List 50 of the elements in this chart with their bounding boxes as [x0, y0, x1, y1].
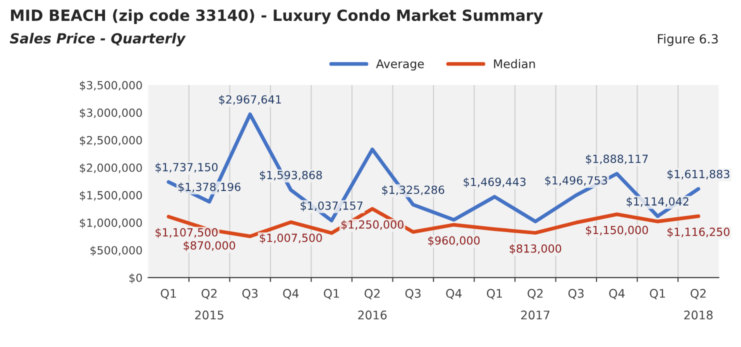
x-tick-label: Q3: [242, 288, 258, 300]
y-tick-label: $2,000,000: [80, 163, 142, 174]
data-label: $960,000: [428, 236, 480, 246]
data-label: $1,611,883: [668, 170, 730, 180]
data-label: $813,000: [510, 244, 562, 254]
data-label: $1,469,443: [464, 177, 526, 188]
y-tick-label: $3,000,000: [80, 108, 142, 118]
x-tick-label: Q2: [528, 288, 543, 300]
data-label: $1,007,500: [260, 233, 322, 244]
x-tick-label: Q1: [486, 288, 502, 300]
data-label: $2,967,641: [219, 95, 281, 106]
x-tick-label: Q4: [283, 288, 299, 300]
data-label: $1,114,042: [626, 197, 688, 208]
data-label: $1,325,286: [382, 185, 444, 196]
y-tick-label: $500,000: [90, 246, 142, 256]
data-label: $1,250,000: [341, 220, 404, 230]
y-tick-label: $0: [129, 273, 142, 284]
x-tick-label: Q2: [690, 288, 706, 300]
legend-label: Average: [376, 59, 424, 71]
data-label: $1,150,000: [586, 226, 648, 236]
y-tick-label: $2,500,000: [80, 136, 142, 146]
text: 2018: [684, 310, 713, 320]
text: 2015: [195, 310, 224, 320]
x-tick-label: Q4: [446, 288, 462, 300]
x-tick-label: Q1: [650, 288, 665, 300]
x-tick-label: Q3: [405, 288, 421, 300]
y-tick-label: $1,000,000: [80, 218, 142, 228]
chart-subtitle: Sales Price - Quarterly: [10, 32, 186, 46]
x-tick-label: Q2: [364, 288, 380, 300]
x-tick-label: Q3: [568, 288, 584, 300]
x-tick-label: Q1: [324, 288, 339, 300]
data-label: $1,107,500: [156, 228, 218, 238]
data-label: $1,888,117: [586, 154, 648, 165]
text: 2017: [521, 310, 550, 320]
data-label: $1,378,196: [178, 182, 240, 193]
x-tick-label: Q2: [202, 288, 217, 300]
data-label: $1,593,868: [260, 170, 322, 181]
data-label: $1,116,250: [668, 227, 730, 238]
chart-title: MID BEACH (zip code 33140) - Luxury Condo Market Summary: [11, 9, 543, 24]
y-tick-label: $3,500,000: [80, 80, 142, 91]
data-label: $1,037,157: [300, 201, 362, 212]
data-label: $870,000: [184, 241, 236, 252]
data-label: $1,737,150: [156, 162, 218, 173]
legend-label: Median: [494, 59, 535, 68]
data-label: $1,496,753: [545, 176, 608, 186]
text: 2016: [358, 310, 387, 320]
x-tick-label: Q4: [609, 288, 625, 300]
caption: Figure 6.3: [658, 34, 718, 46]
x-tick-label: Q1: [160, 288, 176, 300]
y-tick-label: $1,500,000: [80, 190, 142, 201]
